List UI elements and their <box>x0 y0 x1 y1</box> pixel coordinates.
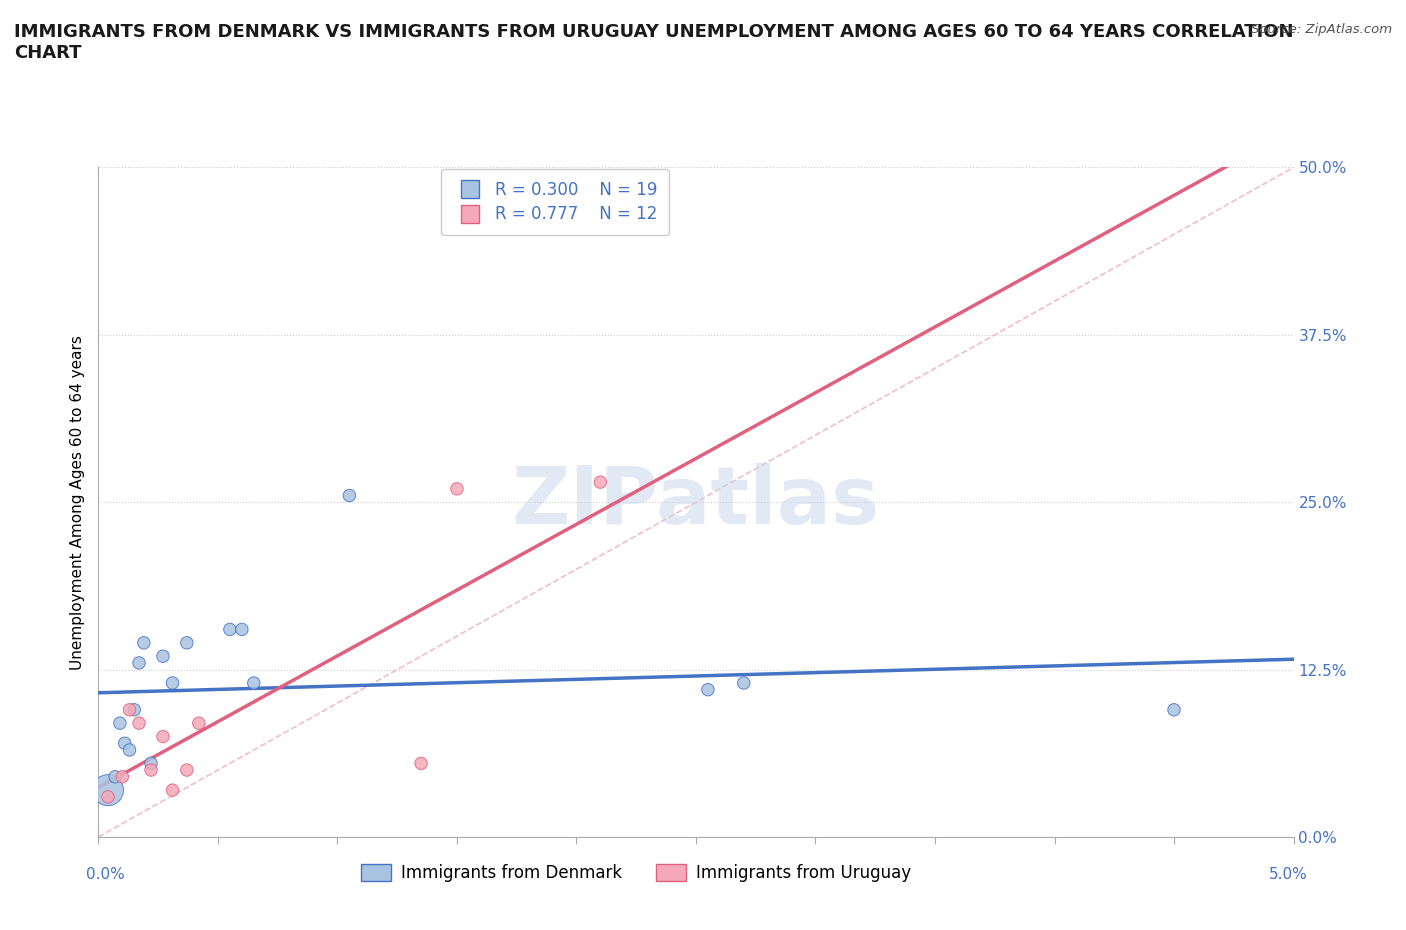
Point <box>132 635 155 650</box>
Point <box>231 622 253 637</box>
Point <box>162 783 184 798</box>
Point <box>696 683 718 698</box>
Legend: Immigrants from Denmark, Immigrants from Uruguay: Immigrants from Denmark, Immigrants from… <box>354 857 918 889</box>
Point <box>411 756 433 771</box>
Text: Source: ZipAtlas.com: Source: ZipAtlas.com <box>1251 23 1392 36</box>
Point <box>219 622 242 637</box>
Point <box>589 474 612 489</box>
Point <box>128 716 150 731</box>
Text: IMMIGRANTS FROM DENMARK VS IMMIGRANTS FROM URUGUAY UNEMPLOYMENT AMONG AGES 60 TO: IMMIGRANTS FROM DENMARK VS IMMIGRANTS FR… <box>14 23 1294 62</box>
Point <box>446 482 468 497</box>
Point <box>243 675 266 690</box>
Point <box>139 756 162 771</box>
Point <box>139 763 162 777</box>
Point <box>176 763 198 777</box>
Text: 0.0%: 0.0% <box>86 867 125 882</box>
Point <box>114 736 136 751</box>
Point <box>152 649 174 664</box>
Text: ZIPatlas: ZIPatlas <box>512 463 880 541</box>
Point <box>108 716 131 731</box>
Point <box>118 702 141 717</box>
Point <box>124 702 146 717</box>
Point <box>162 675 184 690</box>
Y-axis label: Unemployment Among Ages 60 to 64 years: Unemployment Among Ages 60 to 64 years <box>69 335 84 670</box>
Point <box>1163 702 1185 717</box>
Point <box>111 769 134 784</box>
Point <box>97 790 120 804</box>
Point <box>176 635 198 650</box>
Text: 5.0%: 5.0% <box>1268 867 1308 882</box>
Point <box>733 675 755 690</box>
Point <box>187 716 209 731</box>
Point <box>97 783 120 798</box>
Point <box>339 488 360 503</box>
Point <box>104 769 127 784</box>
Point <box>128 656 150 671</box>
Point <box>152 729 174 744</box>
Point <box>118 742 141 757</box>
